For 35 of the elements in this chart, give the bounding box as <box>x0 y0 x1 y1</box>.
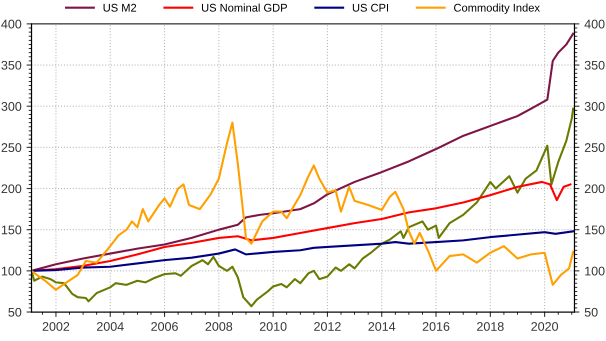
y2-tick-label: 200 <box>584 184 605 194</box>
x-tick-label: 2002 <box>42 322 70 331</box>
y-tick-label: 250 <box>2 143 22 152</box>
x-tick-label: 2018 <box>477 322 504 331</box>
legend-label: US CPI <box>352 4 388 12</box>
y-tick-label: 350 <box>1 60 22 70</box>
y-tick-label: 50 <box>8 308 22 317</box>
y2-tick-label: 150 <box>585 225 605 234</box>
y-tick-label: 150 <box>2 225 22 234</box>
x-tick-label: 2006 <box>151 322 178 331</box>
line-series <box>32 122 574 291</box>
x-tick-label: 2004 <box>96 322 124 331</box>
x-tick-label: 2008 <box>206 322 232 331</box>
legend-label: US Nominal GDP <box>202 4 287 12</box>
x-tick-label: 2012 <box>314 322 341 331</box>
y-tick-label: 400 <box>1 20 22 29</box>
y-tick-label: 100 <box>2 266 22 276</box>
y2-tick-label: 100 <box>585 266 605 276</box>
y2-tick-label: 400 <box>584 20 605 29</box>
line-series <box>32 230 574 272</box>
y-tick-label: 200 <box>2 184 22 194</box>
y2-tick-label: 350 <box>584 60 605 70</box>
legend-label: Commodity Index <box>454 4 540 14</box>
x-tick-label: 2014 <box>368 322 396 331</box>
x-tick-label: 2016 <box>422 322 450 331</box>
line-series <box>32 32 574 272</box>
y2-tick-label: 300 <box>584 102 605 111</box>
y2-tick-label: 250 <box>584 143 605 152</box>
y2-tick-label: 50 <box>584 308 598 317</box>
x-tick-label: 2020 <box>531 322 558 331</box>
line-series <box>32 180 572 272</box>
line-series <box>32 108 574 308</box>
legend-label: US M2 <box>104 4 136 12</box>
x-tick-label: 2010 <box>260 322 287 331</box>
y-tick-label: 300 <box>1 102 22 111</box>
